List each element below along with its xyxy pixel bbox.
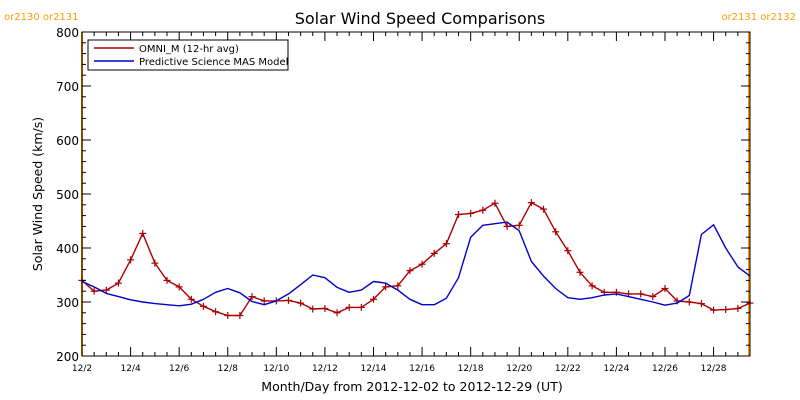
y-tick-label-0: 200 [56, 350, 79, 364]
y-tick-label-1: 300 [56, 296, 79, 310]
y-axis-label: Solar Wind Speed (km/s) [30, 117, 45, 271]
y-tick-label-2: 400 [56, 242, 79, 256]
data-point-0-12 [224, 312, 232, 319]
data-point-0-52 [710, 306, 718, 314]
data-point-0-40 [564, 247, 572, 255]
data-point-0-17 [284, 296, 292, 304]
chart-title: Solar Wind Speed Comparisons [295, 9, 546, 28]
data-point-0-48 [661, 285, 669, 292]
x-tick-label-1: 12/4 [120, 364, 140, 374]
data-point-0-18 [297, 299, 305, 307]
data-point-0-7 [163, 276, 171, 284]
data-point-0-1 [90, 287, 98, 295]
rotation-marker-label-0: or2130 or2131 [4, 12, 79, 23]
data-point-0-34 [491, 199, 499, 207]
data-point-0-32 [467, 209, 475, 217]
series-lines [78, 199, 754, 319]
x-tick-label-7: 12/16 [409, 364, 435, 374]
x-tick-label-13: 12/28 [701, 364, 727, 374]
data-point-0-8 [175, 283, 183, 291]
data-point-0-54 [734, 304, 742, 312]
data-point-0-24 [369, 295, 377, 303]
data-point-0-30 [442, 240, 450, 248]
data-point-0-28 [418, 260, 426, 268]
series-line-1 [81, 221, 751, 307]
x-tick-label-5: 12/12 [312, 364, 338, 374]
x-tick-label-10: 12/22 [555, 364, 581, 374]
data-point-0-21 [333, 309, 341, 317]
data-point-0-20 [321, 304, 329, 312]
data-point-0-39 [552, 228, 560, 236]
data-point-0-38 [540, 205, 548, 213]
data-point-0-51 [697, 300, 705, 308]
data-point-0-10 [199, 302, 207, 310]
data-point-0-11 [212, 308, 220, 316]
x-tick-label-2: 12/6 [169, 364, 189, 374]
data-point-0-33 [479, 206, 487, 214]
y-tick-label-5: 700 [56, 80, 79, 94]
data-point-0-23 [357, 303, 365, 311]
data-point-0-41 [576, 268, 584, 276]
legend: OMNI_M (12-hr avg) Predictive Science MA… [87, 39, 289, 71]
data-point-0-37 [527, 199, 535, 207]
x-tick-label-0: 12/2 [72, 364, 92, 374]
x-tick-label-9: 12/20 [506, 364, 532, 374]
axes: 200 300 400 500 600 700 800 12/2 12/4 12/6 12/8 12/… [56, 26, 751, 374]
legend-box [87, 39, 289, 71]
data-point-0-5 [139, 229, 147, 237]
data-point-0-22 [345, 303, 353, 311]
data-point-0-36 [515, 221, 523, 229]
x-axis-label: Month/Day from 2012-12-02 to 2012-12-29 … [261, 379, 562, 394]
x-tick-label-12: 12/26 [652, 364, 678, 374]
legend-label-mas: Predictive Science MAS Model [139, 57, 288, 68]
data-point-0-42 [588, 282, 596, 290]
data-point-0-27 [406, 267, 414, 275]
y-tick-label-6: 800 [56, 26, 79, 40]
x-tick-label-4: 12/10 [263, 364, 289, 374]
legend-label-omni: OMNI_M (12-hr avg) [139, 44, 239, 55]
data-point-0-15 [260, 297, 268, 305]
data-point-0-50 [685, 298, 693, 306]
data-point-0-46 [637, 290, 645, 298]
data-point-0-31 [455, 211, 463, 219]
y-tick-label-4: 600 [56, 134, 79, 148]
data-point-0-19 [309, 305, 317, 313]
rotation-marker-label-1: or2131 or2132 [721, 12, 796, 23]
x-tick-label-6: 12/14 [361, 364, 387, 374]
data-point-0-53 [722, 306, 730, 314]
x-tick-label-3: 12/8 [218, 364, 238, 374]
data-point-0-3 [114, 279, 122, 287]
data-point-0-6 [151, 259, 159, 267]
data-point-0-14 [248, 293, 256, 301]
data-point-0-47 [649, 293, 657, 301]
y-tick-label-3: 500 [56, 188, 79, 202]
data-point-0-35 [503, 222, 511, 230]
x-tick-label-8: 12/18 [458, 364, 484, 374]
data-point-0-29 [430, 249, 438, 257]
data-point-0-26 [394, 282, 402, 290]
data-point-0-4 [127, 256, 135, 264]
data-point-0-25 [382, 283, 390, 291]
data-point-0-13 [236, 312, 244, 319]
data-point-0-9 [187, 295, 195, 303]
data-point-0-2 [102, 286, 110, 294]
x-tick-label-11: 12/24 [603, 364, 629, 374]
